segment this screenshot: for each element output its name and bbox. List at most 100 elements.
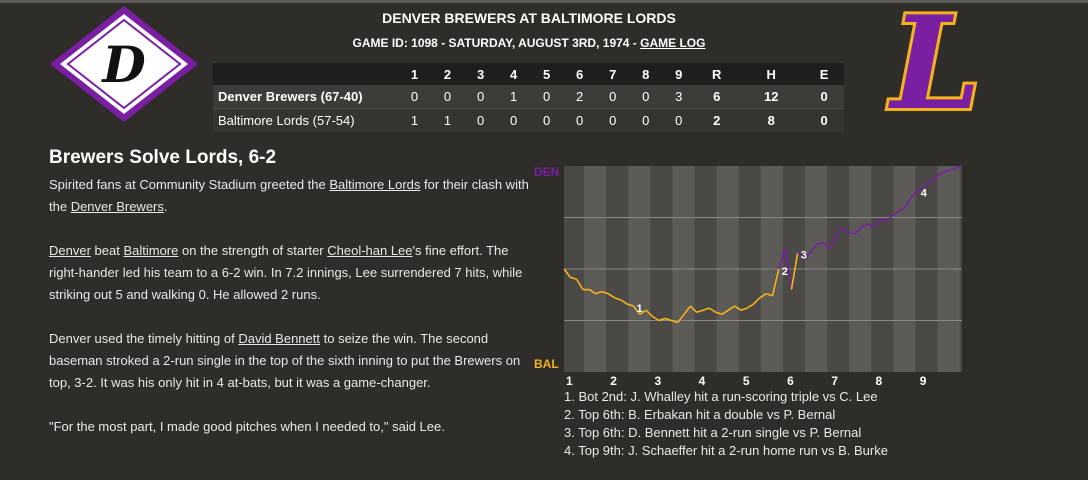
series-segment [595,290,603,295]
series-segment [778,248,786,270]
series-segment [658,317,666,322]
series-segment [614,297,622,301]
series-segment [942,169,950,173]
series-segment [752,297,761,305]
series-segment [848,231,855,235]
series-segment [570,276,577,281]
series-segment [740,307,748,311]
series-segment [835,227,843,237]
linescore-header-row: 1 2 3 4 5 6 7 8 9 R H E [213,63,844,85]
series-segment [910,190,919,198]
chart-series [563,165,963,324]
series-segment [790,252,799,290]
player-link-bennett[interactable]: David Bennett [238,331,320,346]
x-tick-label: 6 [787,374,794,388]
series-segment [917,185,925,192]
key-play: 2. Top 6th: B. Erbakan hit a double vs P… [564,407,836,422]
series-segment [683,305,691,315]
team-link-denver[interactable]: Denver [49,243,91,258]
series-segment [822,241,830,249]
game-log-link[interactable]: GAME LOG [640,36,706,50]
inning-score: 1 [398,108,432,132]
baltimore-lords-logo: L [885,2,984,124]
denver-brewers-logo: D [50,6,198,122]
series-segment [866,223,874,229]
series-segment [620,299,628,305]
series-segment [696,309,704,314]
series-segment [664,317,672,322]
header-cell: 1 [398,63,432,85]
header-cell: E [804,63,844,85]
linescore-row-home: Baltimore Lords (57-54) 1 1 0 0 0 0 0 0 … [213,108,844,132]
inning-score: 0 [530,108,564,132]
y-label-bottom: BAL [534,357,559,371]
story-text: to seize the win. The second baseman str… [49,331,521,390]
team-link-denver[interactable]: Denver Brewers [70,199,164,214]
game-title: DENVER BREWERS AT BALTIMORE LORDS [382,10,676,26]
play-marker: 3 [801,250,807,262]
series-segment [575,278,584,291]
header-cell: 9 [662,63,696,85]
series-segment [879,218,887,223]
hits-total: 12 [738,85,805,109]
series-segment [626,303,634,307]
series-segment [872,219,881,229]
inning-score: 0 [596,85,630,109]
story-body: Spirited fans at Community Stadium greet… [49,174,529,460]
story-paragraph: Denver used the timely hitting of David … [49,328,529,394]
series-segment [854,227,862,235]
series-segment [708,307,717,313]
x-tick-label: 3 [654,374,661,388]
story-paragraph: Denver beat Baltimore on the strength of… [49,240,529,306]
chart-gridlines [564,217,962,321]
series-segment [645,309,654,317]
series-segment [632,305,641,315]
play-marker: 2 [782,266,788,278]
series-segment [929,175,938,184]
linescore-table: 1 2 3 4 5 6 7 8 9 R H E Denver Brewers (… [213,63,844,132]
inning-score: 0 [563,108,597,132]
header-cell: 7 [596,63,630,85]
series-segment [904,196,913,208]
story-headline: Brewers Solve Lords, 6-2 [49,147,277,168]
series-segment [727,305,736,311]
team-link-baltimore[interactable]: Baltimore [123,243,179,258]
series-segment [797,251,805,260]
inning-score: 2 [563,85,597,109]
series-segment [601,290,609,295]
x-tick-label: 8 [876,374,883,388]
x-axis-labels: 1 2 3 4 5 6 7 8 9 [566,374,927,388]
story-paragraph: Spirited fans at Community Stadium greet… [49,174,529,218]
x-tick-label: 2 [610,374,617,388]
series-segment [702,307,710,311]
player-link-lee[interactable]: Cheol-han Lee [327,243,413,258]
series-segment [803,251,811,260]
x-tick-label: 4 [699,374,706,388]
key-play: 3. Top 6th: D. Bennett hit a 2-run singl… [564,425,862,440]
key-play: 4. Top 9th: J. Schaeffer hit a 2-run hom… [564,443,888,458]
hits-total: 8 [738,108,805,132]
inning-score: 1 [497,85,531,109]
x-tick-label: 7 [831,374,838,388]
x-tick-label: 5 [743,374,750,388]
header-cell: 8 [629,63,663,85]
chart-markers: 1 2 3 4 [636,188,927,315]
story-text: 's fine effort. The right-hander led his… [49,243,523,302]
series-segment [771,268,780,296]
header-cell [213,63,398,85]
runs-total: 6 [695,85,739,109]
inning-score: 0 [596,108,630,132]
inning-score: 0 [464,85,498,109]
away-logo-letter: D [100,35,145,94]
series-segment [885,214,894,223]
team-link-baltimore[interactable]: Baltimore Lords [329,177,421,192]
play-marker: 4 [921,188,928,200]
header-cell: H [738,63,805,85]
game-info: GAME ID: 1098 - SATURDAY, AUGUST 3RD, 19… [352,36,637,50]
series-segment [563,268,571,278]
story-text: Spirited fans at Community Stadium greet… [49,177,330,192]
series-segment [689,305,698,313]
linescore-row-away: Denver Brewers (67-40) 0 0 0 1 0 2 0 0 3… [213,85,844,109]
series-segment [715,311,723,316]
header-cell: 5 [530,63,564,85]
